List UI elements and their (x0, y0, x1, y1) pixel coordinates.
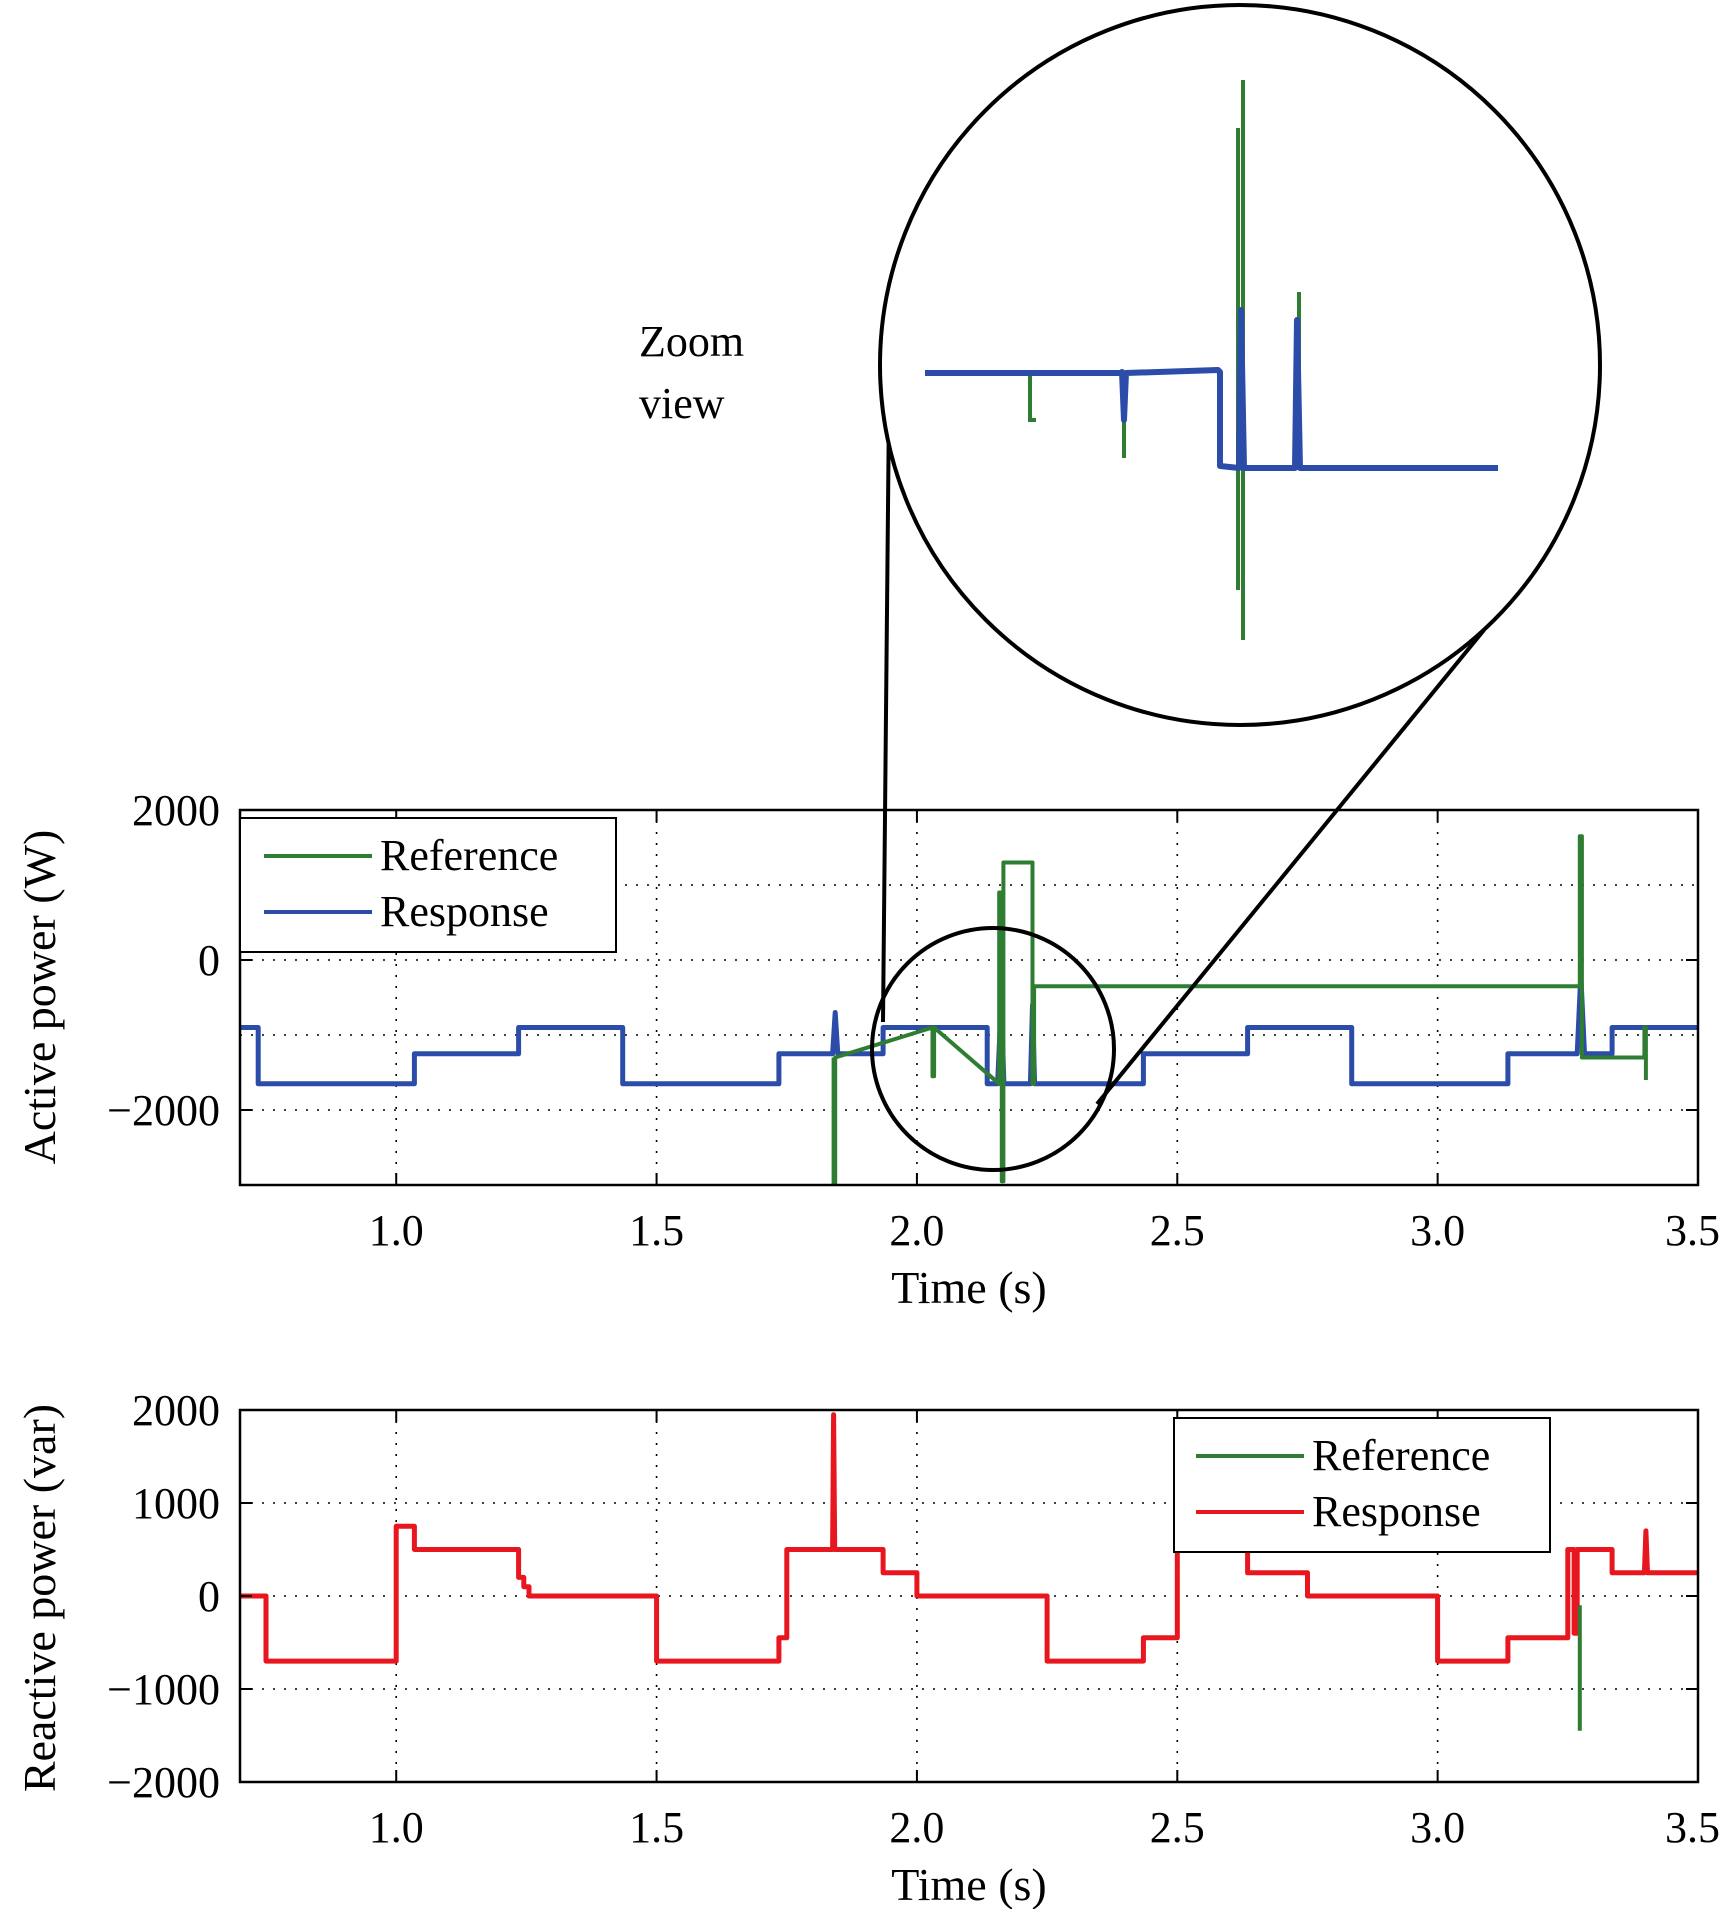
active-power-plot-area (240, 834, 1698, 1185)
reactive-power-y-tick-label: 1000 (132, 1479, 220, 1528)
zoom-reference-trace (1028, 374, 1036, 422)
active-power-x-tick-label: 3.0 (1410, 1206, 1465, 1255)
reactive-power-series (240, 1412, 1698, 1731)
reactive-power-y-ticks: 2000 1000 0 −1000 −2000 (107, 1386, 1698, 1807)
reactive-power-legend-box (1173, 1417, 1551, 1553)
active-power-x-tick-label: 2.5 (1150, 1206, 1205, 1255)
zoom-label-line2: view (639, 379, 725, 428)
active-power-y-axis-label: Active power (W) (14, 830, 65, 1165)
active-power-reference-line (831, 834, 1648, 1185)
active-power-series (240, 834, 1698, 1185)
active-power-y-tick-label: −2000 (107, 1086, 220, 1135)
active-power-x-ticks: 1.0 1.5 2.0 2.5 3.0 3.5 (369, 810, 1720, 1255)
reactive-power-x-tick-label: 2.5 (1150, 1803, 1205, 1852)
reactive-power-x-axis-label: Time (s) (891, 1859, 1047, 1909)
reactive-power-grid (240, 1410, 1698, 1782)
active-power-x-tick-label: 3.5 (1665, 1206, 1720, 1255)
reactive-power-response-line (240, 1412, 1698, 1664)
reactive-power-x-tick-label: 2.0 (889, 1803, 944, 1852)
reactive-power-x-tick-label: 3.5 (1665, 1803, 1720, 1852)
reactive-power-legend-reference-label: Reference (1312, 1431, 1490, 1480)
reactive-power-y-axis-label: Reactive power (var) (14, 1404, 65, 1792)
active-power-legend-response-label: Response (380, 887, 549, 936)
active-power-x-tick-label: 2.0 (889, 1206, 944, 1255)
reactive-power-legend-response-label: Response (1312, 1487, 1481, 1536)
zoom-connector-right (1095, 628, 1486, 1106)
reactive-power-legend: Reference Response (1173, 1417, 1551, 1553)
reactive-power-x-tick-label: 3.0 (1410, 1803, 1465, 1852)
reactive-power-y-tick-label: −1000 (107, 1665, 220, 1714)
active-power-axes-frame (238, 808, 1700, 1187)
zoom-callout: Zoom view (639, 3, 1602, 1172)
active-power-legend-box (239, 817, 617, 953)
active-power-response-line (240, 972, 1698, 1087)
reactive-power-y-tick-label: 0 (198, 1572, 220, 1621)
active-power-x-tick-label: 1.0 (369, 1206, 424, 1255)
reactive-power-y-tick-label: −2000 (107, 1758, 220, 1807)
reactive-power-x-tick-label: 1.5 (629, 1803, 684, 1852)
reactive-power-x-tick-label: 1.0 (369, 1803, 424, 1852)
zoom-response-trace (925, 307, 1498, 471)
active-power-chart: 1.0 1.5 2.0 2.5 3.0 3.5 2000 0 −2000 Time (s) A… (14, 786, 1720, 1313)
active-power-x-axis-label: Time (s) (891, 1262, 1047, 1313)
active-power-y-ticks: 2000 0 −2000 (107, 786, 1698, 1135)
active-power-y-tick-label: 0 (198, 936, 220, 985)
active-power-y-tick-label: 2000 (132, 786, 220, 835)
zoom-connector-left (881, 404, 891, 1023)
reactive-power-chart: 1.0 1.5 2.0 2.5 3.0 3.5 2000 1000 0 −1000 −2000 T… (14, 1386, 1720, 1909)
active-power-legend-reference-label: Reference (380, 831, 558, 880)
zoom-label-line1: Zoom (639, 317, 744, 366)
reactive-power-y-tick-label: 2000 (132, 1386, 220, 1435)
reactive-power-x-ticks: 1.0 1.5 2.0 2.5 3.0 3.5 (369, 1410, 1720, 1852)
zoom-source-circle (870, 926, 1116, 1172)
active-power-x-tick-label: 1.5 (629, 1206, 684, 1255)
active-power-legend: Reference Response (239, 817, 617, 953)
reactive-power-plot-area (240, 1412, 1698, 1731)
zoom-view-traces (925, 80, 1498, 640)
